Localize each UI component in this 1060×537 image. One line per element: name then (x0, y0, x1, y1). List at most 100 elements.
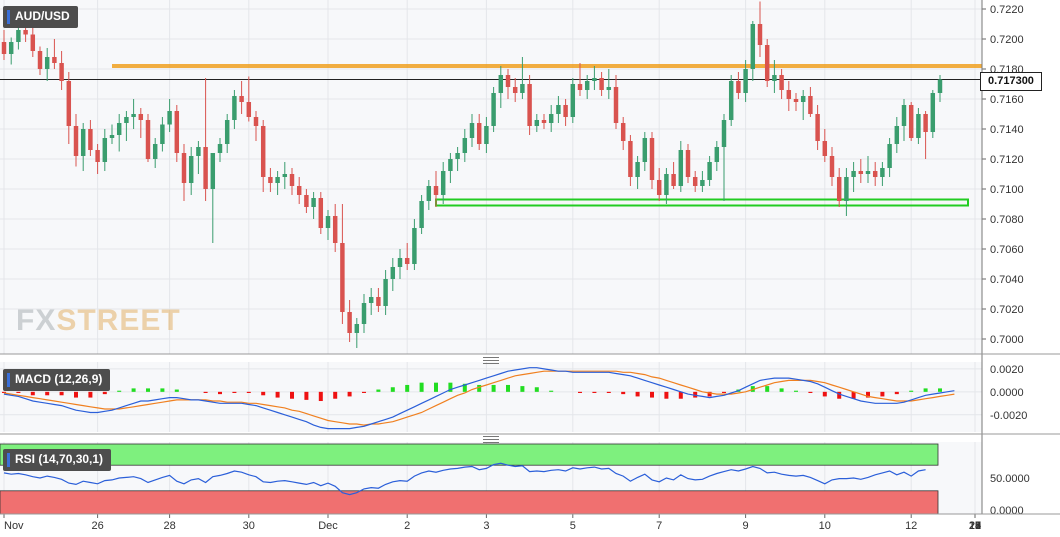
candle (484, 117, 489, 153)
candle (232, 90, 237, 129)
macd-hist-bar (606, 391, 611, 393)
price-panel-bg (0, 0, 982, 354)
candle (145, 114, 151, 162)
macd-hist-bar (45, 391, 50, 396)
candle-body (167, 111, 172, 125)
candle (757, 1, 763, 57)
x-tick-label: 17 (969, 520, 981, 532)
rsi-ytick-label: 0.0000 (990, 505, 1024, 517)
macd-hist-bar (938, 388, 942, 392)
macd-hist-bar (74, 391, 78, 398)
candle (203, 78, 208, 201)
candle (116, 114, 122, 152)
candle-body (246, 102, 252, 117)
macd-layer (2, 367, 955, 430)
candle-body (642, 138, 648, 162)
candle-body (8, 42, 14, 54)
candle-body (152, 144, 158, 159)
price-ytick-label: 0.7040 (990, 274, 1024, 286)
macd-hist-bar (520, 386, 525, 392)
candle-body (764, 45, 770, 81)
candle (347, 300, 352, 342)
candle (59, 51, 64, 90)
candle-body (635, 162, 640, 177)
panel-splitter-1-icon[interactable] (483, 357, 499, 364)
macd-hist-bar (909, 390, 914, 392)
candle-body (368, 297, 374, 303)
candle (440, 162, 446, 204)
macd-hist-bar (261, 391, 266, 396)
candle-body (340, 243, 345, 312)
candle (37, 46, 43, 75)
candle (556, 96, 561, 123)
candle (937, 75, 943, 102)
macd-hist-bar (290, 391, 294, 399)
candle-body (937, 79, 943, 93)
candle-body (332, 216, 338, 243)
x-tick-label: Dec (318, 520, 338, 532)
candle (196, 141, 201, 174)
x-tick-label: 2 (404, 520, 410, 532)
candle (217, 138, 223, 162)
candle (340, 204, 345, 324)
candle (916, 108, 921, 144)
candle-body (815, 114, 820, 141)
candle-body (865, 171, 871, 174)
candle (1, 30, 7, 60)
candle (714, 141, 720, 171)
candle (772, 60, 777, 93)
candle-body (318, 198, 324, 228)
macd-hist-bar (765, 386, 770, 392)
candle-body (901, 105, 907, 126)
candle-body (181, 153, 187, 183)
macd-hist-bar (866, 391, 870, 398)
macd-hist-bar (30, 391, 35, 396)
candle-layer (1, 1, 943, 348)
candle-body (253, 117, 259, 126)
candle (368, 288, 374, 315)
macd-hist-bar (275, 391, 280, 398)
candle-body (671, 174, 676, 186)
candle (296, 177, 302, 204)
macd-hist-bar (117, 390, 122, 392)
candle-body (462, 138, 468, 153)
macd-hist-bar (894, 391, 899, 395)
price-title-text: AUD/USD (15, 9, 70, 23)
macd-hist-bar (650, 391, 654, 398)
macd-hist-bar (362, 391, 366, 393)
candle-body (296, 186, 302, 195)
macd-hist-bar (592, 391, 597, 393)
macd-hist-bar (851, 391, 856, 399)
candle-body (772, 75, 777, 81)
candle-body (203, 147, 208, 189)
macd-hist-bar (174, 389, 179, 392)
candle-body (275, 177, 280, 183)
candle (138, 108, 144, 138)
candle (311, 192, 316, 219)
rsi-layer (0, 443, 939, 515)
candle (793, 93, 799, 111)
candle (95, 144, 100, 174)
candle (412, 219, 417, 270)
candle (462, 129, 468, 162)
macd-hist-bar (146, 388, 150, 392)
rsi-overbought-zone (0, 443, 939, 466)
candle (692, 171, 698, 192)
panel-splitter-2-icon[interactable] (483, 436, 499, 443)
candle-body (743, 69, 748, 93)
candle (152, 138, 158, 168)
candle-body (59, 63, 64, 81)
candle (642, 132, 648, 171)
candle (66, 72, 72, 144)
candle-body (80, 129, 86, 156)
candle (577, 63, 583, 96)
candle-body (656, 180, 662, 195)
candle (808, 87, 813, 117)
candle (822, 129, 828, 162)
macd-hist-bar (491, 384, 496, 392)
candle-body (73, 126, 79, 156)
candle-body (577, 84, 583, 90)
candle-body (851, 171, 856, 177)
macd-hist-bar (822, 391, 827, 397)
